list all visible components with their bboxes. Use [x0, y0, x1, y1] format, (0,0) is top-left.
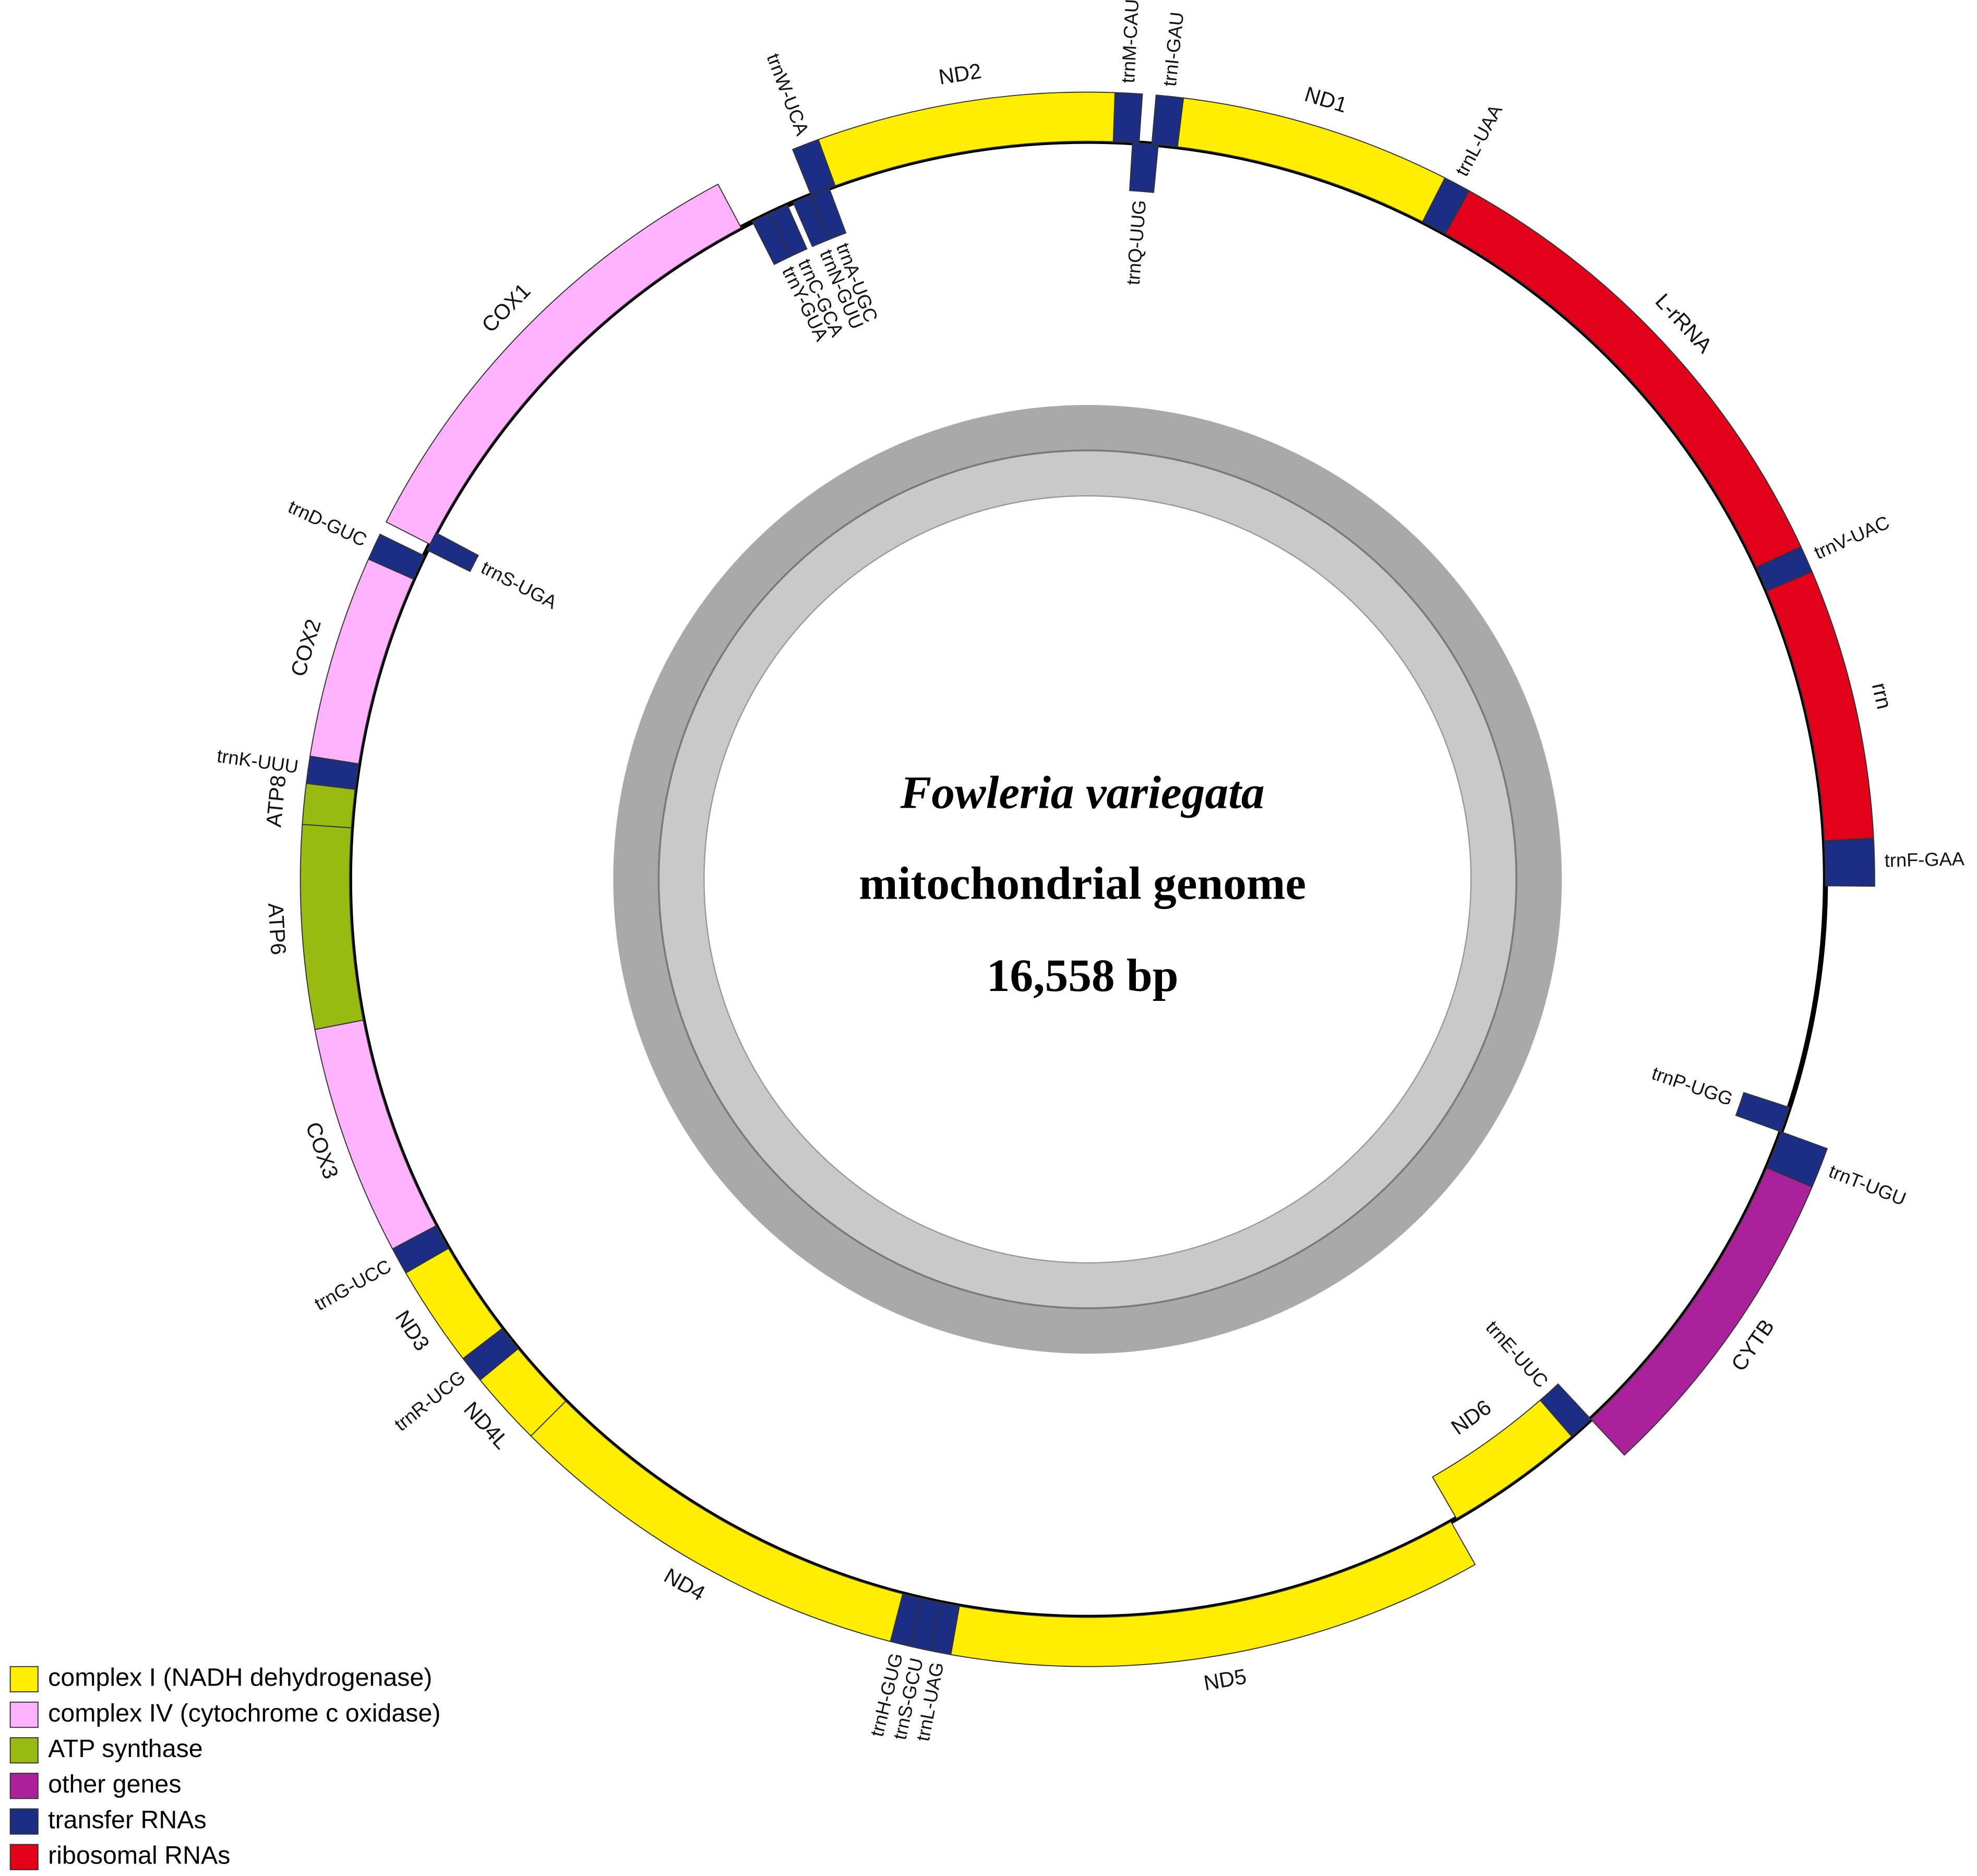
trna-label: trnL-UAA — [1451, 101, 1507, 180]
gene-block — [769, 204, 808, 257]
trna-label: trnR-UCG — [390, 1366, 470, 1435]
gene-block — [367, 533, 425, 580]
trna-label: trnI-GAU — [1159, 11, 1188, 88]
legend-label: complex I (NADH dehydrogenase) — [48, 1664, 432, 1692]
gene-label: COX2 — [286, 616, 326, 679]
legend-label: ribosomal RNAs — [48, 1842, 230, 1870]
gene-block — [462, 1328, 519, 1381]
trna-label: trnS-UGA — [478, 556, 561, 613]
gene-block — [1422, 177, 1470, 235]
trna-label: trnG-UCC — [311, 1255, 395, 1315]
gene-block — [793, 194, 830, 247]
gene-block — [314, 1019, 437, 1250]
gene-label: ND5 — [1202, 1664, 1248, 1695]
gene-label: ATP8 — [261, 774, 290, 829]
genome-size: 16,558 bp — [987, 950, 1179, 1001]
legend-label: ATP synthase — [48, 1735, 202, 1763]
trna-label: trnK-UUU — [215, 745, 299, 777]
legend-swatch — [9, 1701, 39, 1728]
legend-swatch — [9, 1737, 39, 1764]
trna-label: trnD-GUC — [285, 496, 370, 551]
trna-label: trnP-UGG — [1649, 1062, 1736, 1110]
gene-block — [1755, 546, 1813, 592]
gene-label: ND4 — [660, 1563, 709, 1606]
trna-label: trnT-UGU — [1826, 1160, 1909, 1210]
gene-block — [1432, 1399, 1573, 1520]
gene-block — [950, 1521, 1476, 1667]
legend: complex I (NADH dehydrogenase) complex IV… — [9, 1664, 440, 1870]
gene-block — [1590, 1167, 1813, 1456]
trna-label: trnE-UUC — [1482, 1317, 1553, 1392]
gene-block — [810, 187, 847, 241]
gene-block — [1824, 838, 1875, 887]
gene-block — [930, 1602, 960, 1655]
gene-label: ATP6 — [263, 902, 291, 955]
species-name: Fowleria variegata — [900, 767, 1265, 818]
gene-block — [391, 1225, 449, 1274]
gene-block — [405, 1247, 503, 1359]
gene-block — [299, 823, 364, 1031]
gene-block — [309, 558, 414, 764]
gene-label: ND3 — [390, 1306, 434, 1355]
gene-block — [302, 783, 356, 829]
gene-block — [305, 755, 360, 790]
gene-block — [1735, 1092, 1790, 1133]
gene-label: ND2 — [937, 59, 983, 89]
legend-swatch — [9, 1773, 39, 1799]
gene-block — [890, 1593, 922, 1647]
gene-block — [1151, 94, 1184, 148]
legend-label: transfer RNAs — [48, 1806, 207, 1834]
center-disc — [703, 495, 1472, 1264]
gene-block — [751, 212, 792, 266]
gene-label: rrn — [1867, 680, 1897, 711]
legend-swatch — [9, 1844, 39, 1870]
gene-block — [426, 532, 479, 572]
trna-label: trnQ-UUG — [1122, 199, 1151, 286]
legend-swatch — [9, 1666, 39, 1692]
legend-label: complex IV (cytochrome c oxidase) — [48, 1699, 440, 1727]
gene-label: ND6 — [1447, 1395, 1496, 1439]
gene-block — [818, 91, 1116, 187]
map-subtitle: mitochondrial genome — [859, 858, 1306, 910]
gene-label: ND1 — [1302, 82, 1350, 117]
legend-swatch — [9, 1808, 39, 1835]
legend-label: other genes — [48, 1770, 181, 1798]
gene-block — [479, 1348, 567, 1437]
trna-label: trnF-GAA — [1884, 848, 1965, 871]
gene-label: COX3 — [301, 1119, 343, 1182]
gene-block — [1112, 92, 1143, 144]
gene-block — [1129, 142, 1159, 193]
trna-label: trnV-UAC — [1811, 511, 1893, 564]
gene-block — [1766, 571, 1874, 842]
gene-block — [385, 183, 742, 545]
gene-block — [1766, 1131, 1828, 1188]
trna-label: trnM-CAU — [1117, 0, 1143, 83]
gene-block — [530, 1400, 904, 1642]
gene-block — [1444, 190, 1802, 568]
gene-block — [1177, 97, 1446, 223]
gene-block — [1539, 1383, 1592, 1437]
trna-label: trnW-UCA — [762, 51, 813, 139]
